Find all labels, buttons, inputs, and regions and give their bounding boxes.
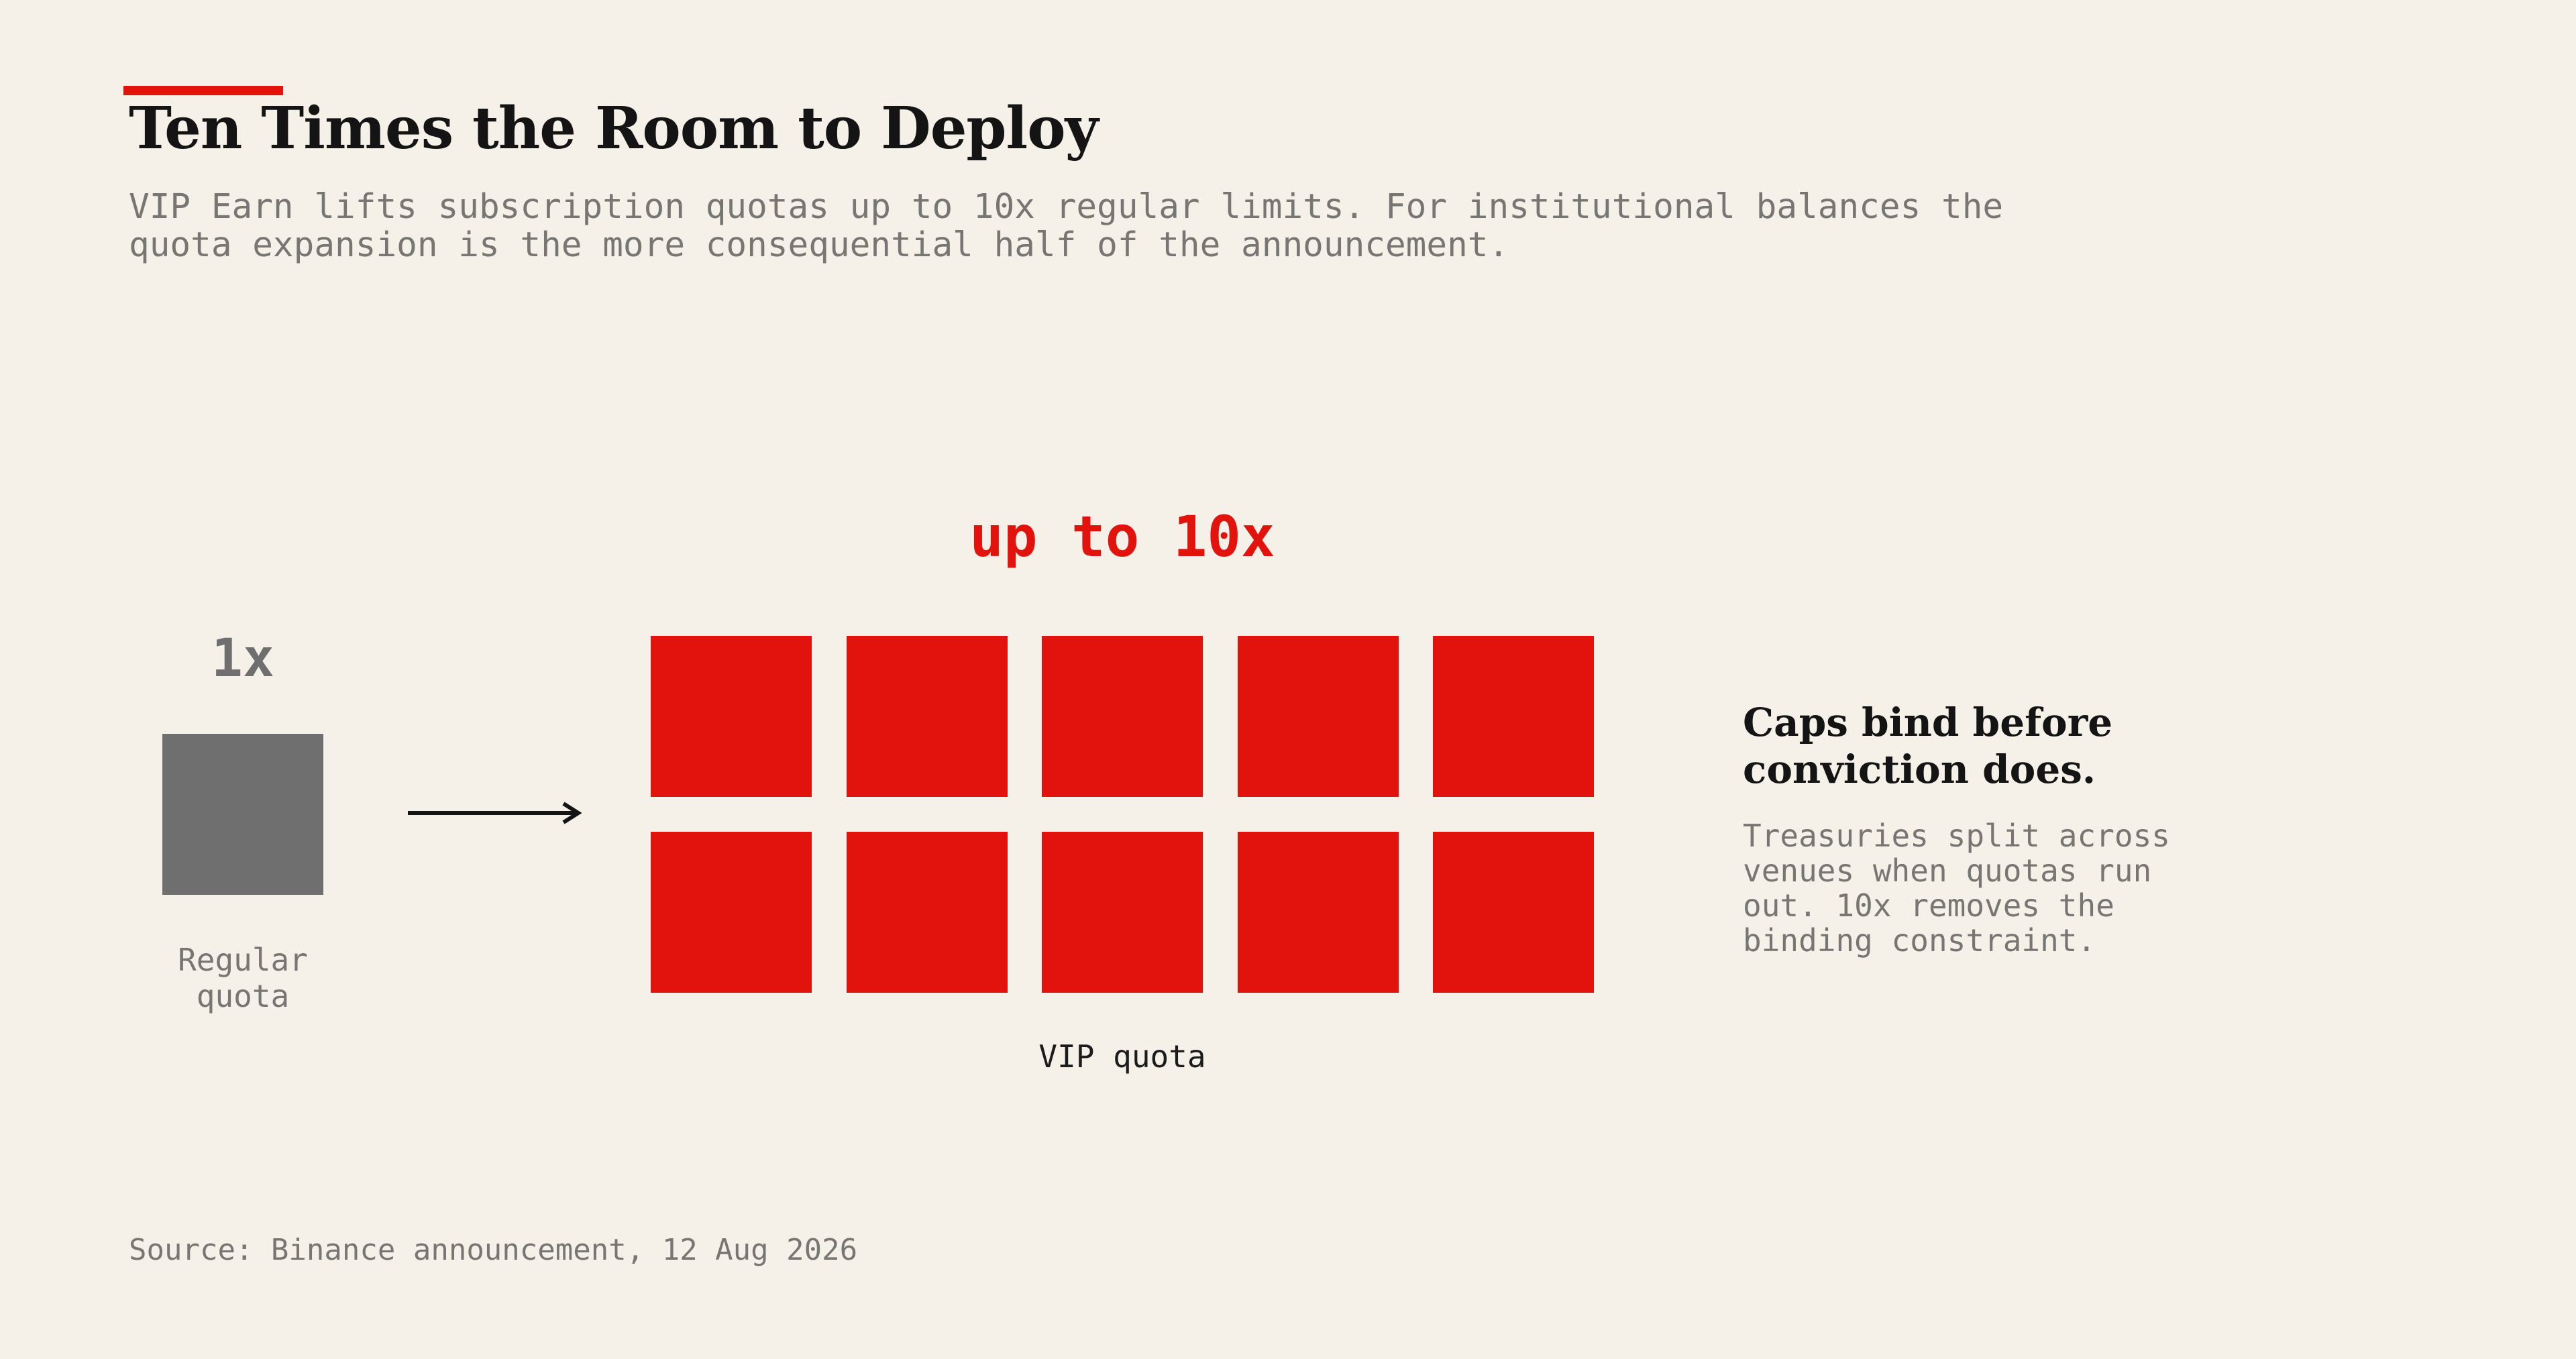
vip-quota-caption: VIP quota bbox=[1038, 1038, 1206, 1075]
vip-quota-unit bbox=[846, 832, 1008, 993]
vip-quota-unit bbox=[1042, 832, 1203, 993]
vip-quota-unit bbox=[1237, 832, 1399, 993]
page-title: Ten Times the Room to Deploy bbox=[129, 95, 1099, 162]
vip-quota-unit bbox=[1042, 636, 1203, 797]
vip-quota-unit bbox=[1237, 636, 1399, 797]
vip-quota-unit bbox=[1433, 636, 1594, 797]
regular-quota-square bbox=[162, 734, 323, 895]
title-accent-bar bbox=[123, 86, 283, 95]
vip-quota-grid bbox=[651, 636, 1594, 993]
sidebar-body: Treasuries split across venues when quot… bbox=[1743, 818, 2170, 959]
vip-multiplier-label: up to 10x bbox=[969, 504, 1275, 569]
vip-quota-unit bbox=[651, 636, 812, 797]
page-subtitle: VIP Earn lifts subscription quotas up to… bbox=[129, 187, 2004, 265]
regular-quota-caption: Regular quota bbox=[178, 942, 308, 1014]
vip-quota-unit bbox=[846, 636, 1008, 797]
regular-multiplier-label: 1x bbox=[211, 629, 274, 689]
source-note: Source: Binance announcement, 12 Aug 202… bbox=[129, 1233, 858, 1267]
arrow-right-icon bbox=[408, 802, 582, 824]
vip-quota-unit bbox=[651, 832, 812, 993]
vip-quota-unit bbox=[1433, 832, 1594, 993]
sidebar-heading: Caps bind before conviction does. bbox=[1743, 700, 2113, 792]
